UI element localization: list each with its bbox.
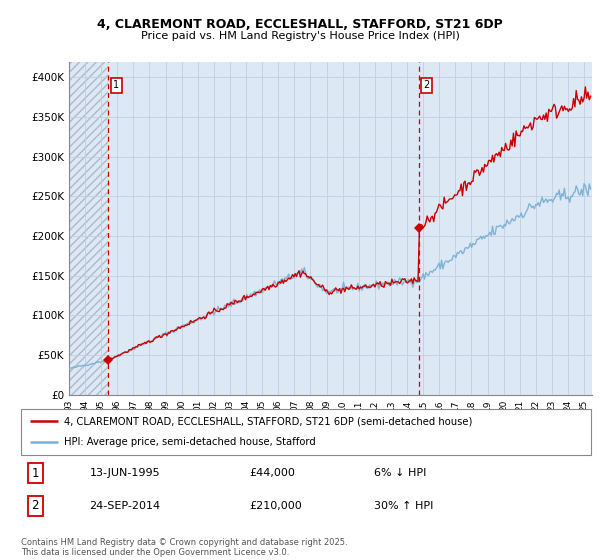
Text: £210,000: £210,000 (249, 501, 302, 511)
Text: 1: 1 (32, 466, 39, 479)
Text: HPI: Average price, semi-detached house, Stafford: HPI: Average price, semi-detached house,… (64, 437, 316, 447)
Text: Contains HM Land Registry data © Crown copyright and database right 2025.
This d: Contains HM Land Registry data © Crown c… (21, 538, 347, 557)
Text: 30% ↑ HPI: 30% ↑ HPI (374, 501, 434, 511)
Text: 1: 1 (113, 81, 119, 90)
Text: 4, CLAREMONT ROAD, ECCLESHALL, STAFFORD, ST21 6DP: 4, CLAREMONT ROAD, ECCLESHALL, STAFFORD,… (97, 18, 503, 31)
Text: 24-SEP-2014: 24-SEP-2014 (89, 501, 161, 511)
FancyBboxPatch shape (21, 409, 591, 455)
Text: 2: 2 (32, 500, 39, 512)
Text: 6% ↓ HPI: 6% ↓ HPI (374, 468, 427, 478)
Text: 2: 2 (424, 81, 430, 90)
Text: Price paid vs. HM Land Registry's House Price Index (HPI): Price paid vs. HM Land Registry's House … (140, 31, 460, 41)
Text: £44,000: £44,000 (249, 468, 295, 478)
Text: 4, CLAREMONT ROAD, ECCLESHALL, STAFFORD, ST21 6DP (semi-detached house): 4, CLAREMONT ROAD, ECCLESHALL, STAFFORD,… (64, 416, 472, 426)
Text: 13-JUN-1995: 13-JUN-1995 (89, 468, 160, 478)
